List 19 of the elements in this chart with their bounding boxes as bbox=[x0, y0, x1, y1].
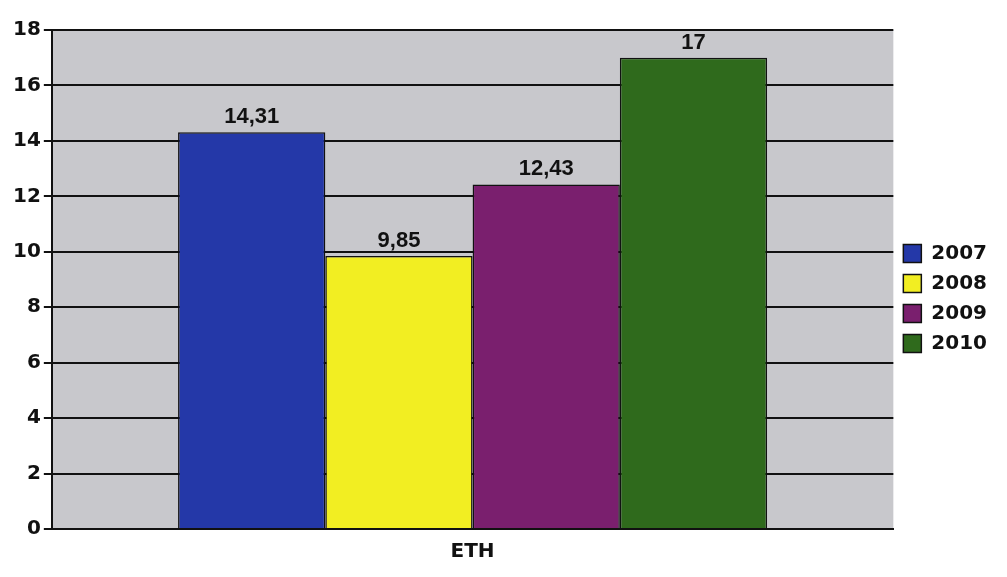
y-tick-label: 14 bbox=[12, 127, 41, 152]
data-label: 12,43 bbox=[518, 155, 574, 181]
legend-label: 2010 bbox=[931, 329, 988, 354]
x-tick-label: ETH bbox=[450, 538, 495, 563]
legend-label: 2009 bbox=[931, 299, 988, 324]
data-label: 9,85 bbox=[377, 227, 421, 252]
y-tick-label: 0 bbox=[26, 515, 41, 540]
y-tick-label: 6 bbox=[26, 348, 41, 373]
y-tick-label: 4 bbox=[26, 404, 41, 429]
data-label: 14,31 bbox=[224, 103, 280, 129]
legend-label: 2008 bbox=[931, 269, 988, 294]
y-tick-label: 16 bbox=[12, 71, 41, 96]
y-tick-label: 2 bbox=[26, 459, 41, 484]
legend-label: 2007 bbox=[931, 239, 988, 264]
y-tick-label: 10 bbox=[12, 237, 41, 262]
y-tick-label: 18 bbox=[12, 16, 41, 41]
data-label: 17 bbox=[681, 28, 706, 54]
y-tick-label: 12 bbox=[12, 182, 41, 207]
y-tick-label: 8 bbox=[26, 293, 41, 318]
